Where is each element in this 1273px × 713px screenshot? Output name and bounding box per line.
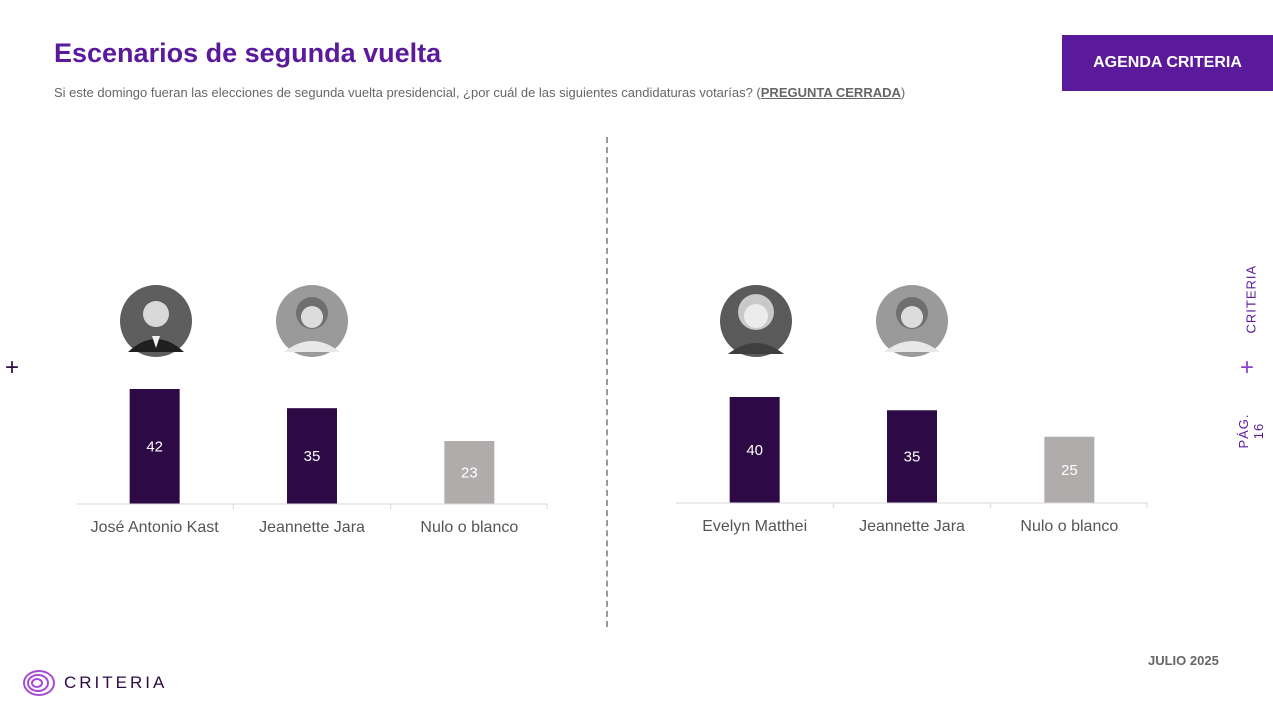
bar-value-label: 35 [904,449,921,466]
bar [1044,436,1095,503]
page-number: PÁG. 16 [1236,413,1266,449]
bar-value-label: 25 [1061,462,1078,479]
category-label: Jeannette Jara [859,518,965,535]
category-label: José Antonio Kast [91,519,220,536]
logo-text: CRITERIA [64,673,168,692]
candidate-photo-jara [876,285,948,357]
category-label: Evelyn Matthei [702,518,807,535]
bar [887,410,937,503]
page-title: Escenarios de segunda vuelta [54,38,442,68]
category-label: Nulo o blanco [1020,518,1118,535]
bar-value-label: 23 [461,465,478,482]
plus-icon: + [5,354,20,381]
candidate-photo-jara [276,285,348,357]
plus-icon: + [1240,354,1255,381]
question-type-label: PREGUNTA CERRADA [760,85,901,100]
scenario-divider [606,137,608,627]
category-label: Nulo o blanco [420,519,518,536]
scenario-chart-1: 42 35 23 José Antonio Kast Jeannette Jara Nu… [76,285,548,536]
scenario-chart-2: 40 35 25 Evelyn Matthei Jeannette Jara Nulo … [676,285,1148,535]
side-brand-label: CRITERIA [1243,264,1259,334]
criteria-logo-icon [23,670,55,696]
candidate-photo-kast [120,285,192,357]
question-subtitle: Si este domingo fueran las elecciones de… [54,85,905,100]
question-text: Si este domingo fueran las elecciones de… [54,85,761,100]
bar-value-label: 40 [746,442,763,459]
bar-value-label: 42 [146,439,163,456]
bar [444,441,495,504]
candidate-photo-matthei [720,285,792,357]
bar [129,389,180,504]
bar [287,408,337,504]
report-date: JULIO 2025 [1148,653,1219,668]
bar [729,397,780,503]
category-label: Jeannette Jara [259,519,365,536]
criteria-logo: CRITERIA [22,668,167,698]
agenda-criteria-badge: AGENDA CRITERIA [1062,35,1273,91]
bar-value-label: 35 [304,448,321,465]
question-close-paren: ) [900,85,906,100]
